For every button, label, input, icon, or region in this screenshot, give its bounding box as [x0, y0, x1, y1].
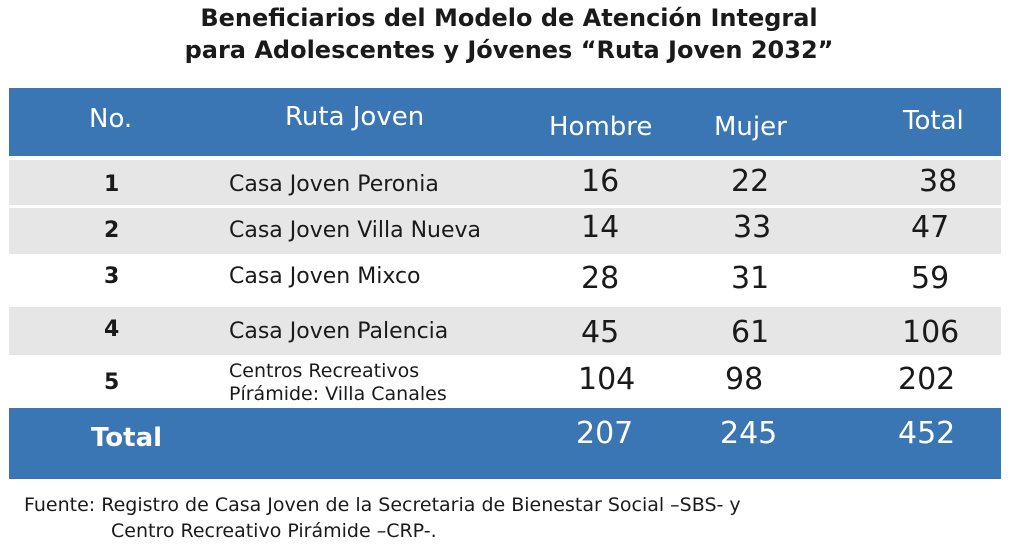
page-title: Beneficiarios del Modelo de Atención Int…	[0, 2, 1018, 66]
row-mujer: 98	[725, 362, 764, 397]
row-hombre: 16	[581, 164, 620, 199]
header-ruta-joven: Ruta Joven	[285, 102, 425, 132]
row-name: Casa Joven Villa Nueva	[229, 218, 482, 243]
row-mujer: 61	[731, 315, 770, 350]
row-hombre: 28	[581, 261, 620, 296]
totals-label: Total	[91, 423, 163, 453]
source-line-2: Centro Recreativo Pirámide –CRP-.	[111, 520, 437, 542]
row-number: 4	[104, 317, 120, 342]
header-total: Total	[903, 106, 964, 136]
row-hombre: 45	[581, 315, 620, 350]
header-hombre: Hombre	[549, 112, 653, 142]
row-name: Casa Joven Peronia	[229, 172, 439, 197]
row-name-line-1: Centros Recreativos	[229, 360, 420, 382]
row-total: 59	[911, 261, 950, 296]
row-number: 2	[104, 218, 120, 243]
row-name: Casa Joven Mixco	[229, 264, 421, 289]
table-header: No. Ruta Joven Hombre Mujer Total	[9, 88, 1001, 156]
totals-total: 452	[898, 416, 956, 451]
header-mujer: Mujer	[714, 112, 787, 142]
row-mujer: 31	[731, 261, 770, 296]
table-row: 1 Casa Joven Peronia 16 22 38	[9, 160, 1001, 205]
row-total: 38	[919, 164, 958, 199]
row-mujer: 33	[733, 210, 772, 245]
row-hombre: 104	[578, 362, 636, 397]
row-total: 106	[902, 315, 960, 350]
row-total: 47	[911, 210, 950, 245]
row-number: 1	[104, 172, 120, 197]
table-row: 3 Casa Joven Mixco 28 31 59	[9, 256, 1001, 304]
title-line-1: Beneficiarios del Modelo de Atención Int…	[200, 4, 818, 32]
table-row: 5 Centros Recreativos Pírámide: Villa Ca…	[9, 358, 1001, 406]
totals-row: Total 207 245 452	[9, 408, 1001, 479]
row-name: Casa Joven Palencia	[229, 319, 449, 344]
row-name-line-2: Pírámide: Villa Canales	[229, 383, 447, 405]
row-hombre: 14	[581, 210, 620, 245]
row-number: 3	[104, 264, 120, 289]
header-no: No.	[89, 104, 133, 134]
row-total: 202	[898, 362, 956, 397]
source-line-1: Fuente: Registro de Casa Joven de la Sec…	[24, 494, 741, 516]
beneficiaries-table: No. Ruta Joven Hombre Mujer Total 1 Casa…	[9, 88, 1001, 479]
source-note: Fuente: Registro de Casa Joven de la Sec…	[24, 492, 741, 544]
table-row: 2 Casa Joven Villa Nueva 14 33 47	[9, 208, 1001, 254]
table-row: 4 Casa Joven Palencia 45 61 106	[9, 307, 1001, 355]
row-mujer: 22	[731, 164, 770, 199]
totals-hombre: 207	[576, 416, 634, 451]
title-line-2: para Adolescentes y Jóvenes “Ruta Joven …	[184, 36, 834, 64]
row-number: 5	[104, 370, 120, 395]
totals-mujer: 245	[720, 416, 778, 451]
